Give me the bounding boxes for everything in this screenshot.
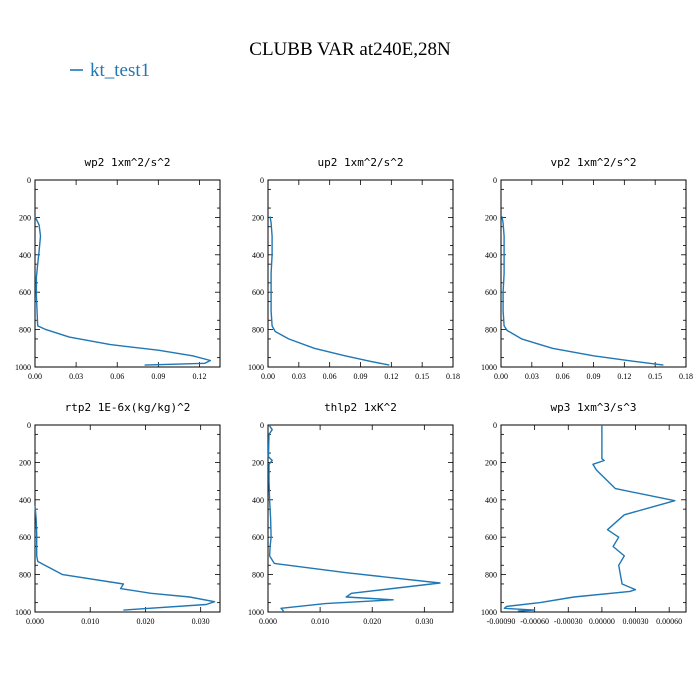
- x-tick-label: 0.09: [151, 372, 165, 381]
- plot-frame: [267, 424, 454, 613]
- y-tick-label: 200: [252, 213, 264, 222]
- plot-frame: [34, 424, 221, 613]
- legend-label: kt_test1: [90, 60, 150, 81]
- y-tick-label: 1000: [15, 608, 31, 617]
- panel-6: wp3 1xm^3/s^3 0 200 400 600 800 1000-0.00090 -0…: [481, 401, 687, 626]
- x-tick-label: 0.00060: [656, 617, 682, 626]
- x-tick-label: 0.020: [136, 617, 154, 626]
- x-tick-label: 0.15: [648, 372, 662, 381]
- x-tick-label: 0.00000: [589, 617, 615, 626]
- series-line-kt_test1: [34, 505, 216, 611]
- x-tick-label: 0.00030: [623, 617, 649, 626]
- y-tick-label: 600: [485, 288, 497, 297]
- panel-title: wp3 1xm^3/s^3: [550, 401, 636, 414]
- x-tick-label: -0.00090: [487, 617, 516, 626]
- series-line-kt_test1: [34, 216, 212, 366]
- y-tick-label: 600: [19, 533, 31, 542]
- y-tick-label: 600: [485, 533, 497, 542]
- y-tick-label: 800: [252, 326, 264, 335]
- x-tick-label: 0.030: [415, 617, 433, 626]
- series-line-kt_test1: [501, 216, 664, 366]
- y-tick-label: 0: [260, 421, 264, 430]
- y-tick-label: 400: [485, 496, 497, 505]
- x-tick-label: 0.010: [311, 617, 329, 626]
- y-tick-label: 1000: [248, 608, 264, 617]
- y-tick-label: 1000: [481, 363, 497, 372]
- x-tick-label: 0.15: [415, 372, 429, 381]
- x-tick-label: 0.09: [587, 372, 601, 381]
- panel-title: wp2 1xm^2/s^2: [84, 156, 170, 169]
- figure-title: CLUBB VAR at240E,28N: [249, 39, 451, 60]
- y-tick-label: 1000: [15, 363, 31, 372]
- x-tick-label: 0.12: [192, 372, 206, 381]
- plot-frame: [267, 179, 454, 368]
- x-tick-label: 0.00: [261, 372, 275, 381]
- y-tick-label: 0: [27, 421, 31, 430]
- x-tick-label: 0.00: [28, 372, 42, 381]
- y-tick-label: 800: [485, 326, 497, 335]
- series-line-kt_test1: [503, 425, 676, 612]
- y-tick-label: 200: [19, 213, 31, 222]
- y-tick-label: 600: [19, 288, 31, 297]
- y-tick-label: 0: [27, 176, 31, 185]
- x-tick-label: 0.09: [354, 372, 368, 381]
- y-tick-label: 800: [252, 571, 264, 580]
- y-tick-label: 400: [252, 251, 264, 260]
- panel-title: thlp2 1xK^2: [324, 401, 397, 414]
- x-tick-label: 0.000: [26, 617, 44, 626]
- series-line-kt_test1: [267, 424, 441, 612]
- y-tick-label: 1000: [481, 608, 497, 617]
- y-tick-label: 600: [252, 288, 264, 297]
- y-tick-label: 400: [19, 496, 31, 505]
- x-tick-label: 0.06: [323, 372, 337, 381]
- plot-frame: [500, 424, 687, 613]
- x-tick-label: 0.010: [81, 617, 99, 626]
- figure-legend: kt_test1: [70, 60, 150, 81]
- plot-frame: [500, 179, 687, 368]
- x-tick-label: 0.18: [446, 372, 460, 381]
- y-tick-label: 400: [485, 251, 497, 260]
- y-tick-label: 400: [19, 251, 31, 260]
- series-line-kt_test1: [269, 216, 390, 366]
- panel-4: rtp2 1E-6x(kg/kg)^2 0 200 400 600 800 10000.00…: [15, 401, 221, 626]
- x-tick-label: 0.03: [69, 372, 83, 381]
- x-tick-label: -0.00060: [520, 617, 549, 626]
- x-tick-label: 0.12: [617, 372, 631, 381]
- x-tick-label: 0.030: [192, 617, 210, 626]
- y-tick-label: 0: [260, 176, 264, 185]
- y-tick-label: 200: [19, 458, 31, 467]
- x-tick-label: 0.00: [494, 372, 508, 381]
- x-tick-label: 0.06: [556, 372, 570, 381]
- panel-title: up2 1xm^2/s^2: [317, 156, 403, 169]
- y-tick-label: 400: [252, 496, 264, 505]
- y-tick-label: 200: [485, 213, 497, 222]
- y-tick-label: 200: [252, 458, 264, 467]
- x-tick-label: 0.06: [110, 372, 124, 381]
- panel-title: rtp2 1E-6x(kg/kg)^2: [65, 401, 191, 414]
- y-tick-label: 600: [252, 533, 264, 542]
- panel-title: vp2 1xm^2/s^2: [550, 156, 636, 169]
- y-tick-label: 0: [493, 421, 497, 430]
- y-tick-label: 800: [19, 326, 31, 335]
- x-tick-label: 0.000: [259, 617, 277, 626]
- y-tick-label: 800: [485, 571, 497, 580]
- y-tick-label: 0: [493, 176, 497, 185]
- x-tick-label: 0.18: [679, 372, 693, 381]
- y-tick-label: 200: [485, 458, 497, 467]
- y-tick-label: 800: [19, 571, 31, 580]
- x-tick-label: 0.03: [525, 372, 539, 381]
- x-tick-label: 0.12: [384, 372, 398, 381]
- y-tick-label: 1000: [248, 363, 264, 372]
- plot-frame: [34, 179, 221, 368]
- x-tick-label: 0.03: [292, 372, 306, 381]
- x-tick-label: 0.020: [363, 617, 381, 626]
- x-tick-label: -0.00030: [554, 617, 583, 626]
